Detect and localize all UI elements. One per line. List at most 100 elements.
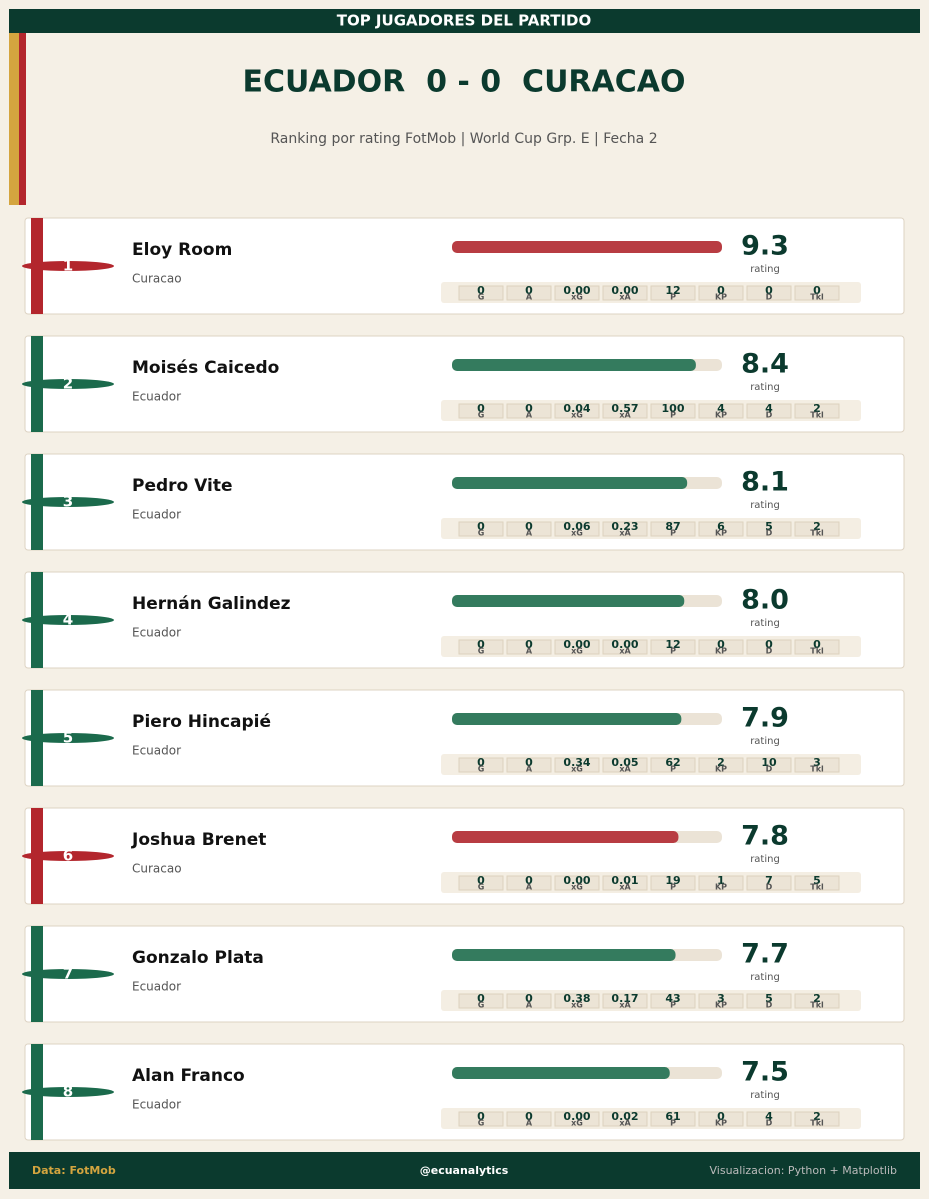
stat-label: Tkl — [810, 1119, 824, 1128]
rank: 2 — [63, 375, 73, 393]
stat-value: 0.06 — [563, 520, 590, 533]
stat-value: 0 — [525, 874, 533, 887]
accent-gold — [9, 33, 19, 205]
stat-box — [698, 639, 744, 655]
stat-label: Tkl — [810, 1001, 824, 1010]
stat-label: xG — [571, 765, 583, 774]
footer-handle: @ecuanalytics — [420, 1164, 509, 1177]
rank: 3 — [63, 493, 73, 511]
stat-label: G — [478, 411, 485, 420]
stat-label: xG — [571, 1001, 583, 1010]
stat-label: xG — [571, 647, 583, 656]
stat-box — [698, 993, 744, 1009]
stat-box — [746, 1111, 792, 1127]
stat-box — [698, 1111, 744, 1127]
stat-value: 0 — [525, 520, 533, 533]
stat-label: A — [526, 1119, 533, 1128]
stat-label: D — [766, 1119, 773, 1128]
stat-label: P — [670, 529, 676, 538]
stat-label: D — [766, 647, 773, 656]
stat-value: 2 — [813, 992, 821, 1005]
stat-value: 0 — [765, 638, 773, 651]
rating-bar — [452, 595, 685, 607]
stat-label: G — [478, 529, 485, 538]
stat-label: xA — [619, 647, 631, 656]
stat-value: 0.17 — [611, 992, 638, 1005]
stat-label: A — [526, 529, 533, 538]
stat-box — [650, 639, 696, 655]
stat-value: 0.00 — [611, 638, 638, 651]
stat-box — [746, 875, 792, 891]
stat-value: 62 — [665, 756, 680, 769]
stat-value: 0 — [477, 284, 485, 297]
stat-label: KP — [715, 765, 727, 774]
stat-value: 0.01 — [611, 874, 638, 887]
stat-value: 4 — [717, 402, 725, 415]
stat-box — [602, 285, 648, 301]
stat-box — [650, 993, 696, 1009]
rating-bar — [452, 831, 679, 843]
rating-value: 9.3 — [741, 231, 789, 262]
stat-box — [554, 757, 600, 773]
stat-value: 0.00 — [563, 1110, 590, 1123]
rating-value: 8.0 — [741, 585, 789, 616]
team-name: Ecuador — [132, 1098, 181, 1112]
stat-box — [746, 521, 792, 537]
stat-box — [698, 285, 744, 301]
stat-label: Tkl — [810, 529, 824, 538]
rank-badge — [22, 1087, 114, 1097]
stat-label: D — [766, 765, 773, 774]
rating-value: 8.1 — [741, 467, 789, 498]
stat-label: Tkl — [810, 647, 824, 656]
stat-label: A — [526, 1001, 533, 1010]
stat-box — [602, 875, 648, 891]
stat-box — [746, 403, 792, 419]
rating-caption: rating — [750, 500, 780, 511]
stat-value: 0 — [717, 1110, 725, 1123]
stat-box — [794, 639, 840, 655]
stat-value: 1 — [717, 874, 725, 887]
stat-label: P — [670, 1001, 676, 1010]
rating-bar — [452, 241, 722, 253]
rating-caption: rating — [750, 264, 780, 275]
stat-value: 0 — [717, 284, 725, 297]
stat-box — [650, 875, 696, 891]
stat-box — [458, 757, 504, 773]
banner-text: TOP JUGADORES DEL PARTIDO — [337, 12, 592, 30]
stat-box — [458, 285, 504, 301]
rank: 6 — [63, 847, 73, 865]
stat-label: G — [478, 1119, 485, 1128]
stat-value: 2 — [813, 1110, 821, 1123]
stat-label: xA — [619, 529, 631, 538]
stat-value: 0 — [813, 284, 821, 297]
stat-value: 3 — [813, 756, 821, 769]
stat-box — [794, 1111, 840, 1127]
stat-label: Tkl — [810, 765, 824, 774]
accent-red — [19, 33, 26, 205]
stat-label: D — [766, 1001, 773, 1010]
stat-label: Tkl — [810, 883, 824, 892]
stat-label: xG — [571, 411, 583, 420]
rating-value: 7.8 — [741, 821, 789, 852]
stat-box — [602, 639, 648, 655]
stat-box — [554, 1111, 600, 1127]
stat-label: D — [766, 411, 773, 420]
rating-caption: rating — [750, 854, 780, 865]
stat-box — [602, 1111, 648, 1127]
stat-value: 0.04 — [563, 402, 590, 415]
rating-bar — [452, 1067, 670, 1079]
stat-box — [746, 285, 792, 301]
stat-box — [650, 757, 696, 773]
stat-value: 2 — [813, 402, 821, 415]
rank-badge — [22, 497, 114, 507]
stat-box — [698, 521, 744, 537]
stat-box — [506, 403, 552, 419]
stat-label: P — [670, 765, 676, 774]
rank: 1 — [63, 257, 73, 275]
stat-label: D — [766, 293, 773, 302]
stat-label: xA — [619, 765, 631, 774]
rank: 8 — [63, 1083, 73, 1101]
stat-label: KP — [715, 647, 727, 656]
stat-value: 10 — [761, 756, 777, 769]
team-name: Curacao — [132, 862, 182, 876]
